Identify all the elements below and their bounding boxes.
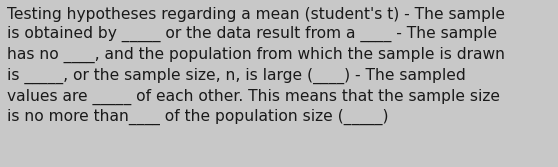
Text: Testing hypotheses regarding a mean (student's t) - The sample
is obtained by __: Testing hypotheses regarding a mean (stu…: [7, 7, 504, 125]
